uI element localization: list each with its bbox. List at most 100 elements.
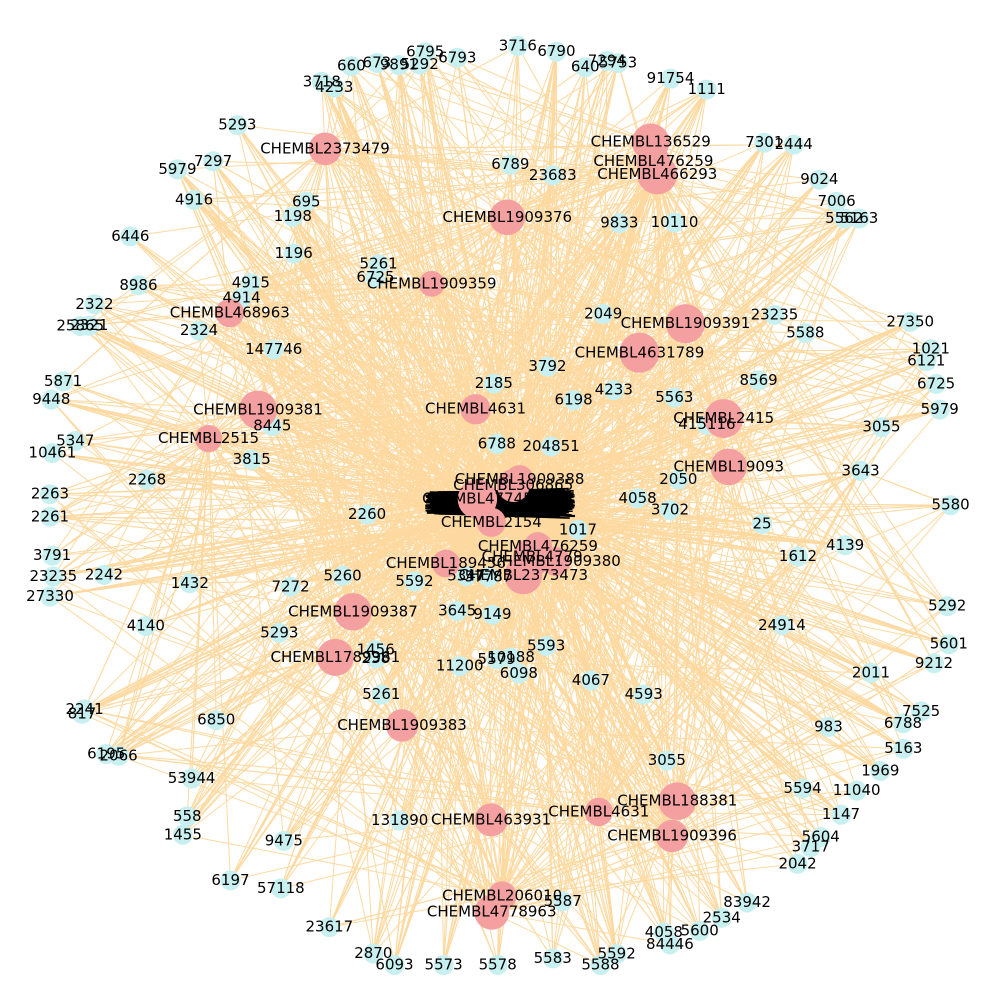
target-node[interactable] xyxy=(357,504,378,525)
target-node[interactable] xyxy=(627,488,648,509)
target-node[interactable] xyxy=(593,304,614,325)
target-node[interactable] xyxy=(937,596,958,617)
target-node[interactable] xyxy=(659,500,680,521)
target-node[interactable] xyxy=(42,442,63,463)
target-node[interactable] xyxy=(388,55,409,76)
compound-node[interactable] xyxy=(665,304,705,344)
compound-node[interactable] xyxy=(418,270,445,297)
compound-node[interactable] xyxy=(474,803,508,837)
target-node[interactable] xyxy=(668,469,689,490)
target-node[interactable] xyxy=(206,710,227,731)
target-node[interactable] xyxy=(871,417,892,438)
target-node[interactable] xyxy=(478,566,499,587)
target-node[interactable] xyxy=(938,634,959,655)
target-node[interactable] xyxy=(120,226,141,247)
compound-node[interactable] xyxy=(489,199,526,236)
target-node[interactable] xyxy=(870,760,891,781)
target-node[interactable] xyxy=(40,506,60,527)
compound-node[interactable] xyxy=(655,819,689,853)
target-node[interactable] xyxy=(74,699,95,720)
target-node[interactable] xyxy=(795,323,816,344)
target-node[interactable] xyxy=(363,943,384,964)
target-node[interactable] xyxy=(273,830,294,851)
target-node[interactable] xyxy=(834,208,855,229)
target-node[interactable] xyxy=(389,810,410,831)
target-node[interactable] xyxy=(263,339,284,360)
compound-node[interactable] xyxy=(658,782,697,821)
target-node[interactable] xyxy=(787,853,808,874)
target-node[interactable] xyxy=(653,922,674,943)
target-node[interactable] xyxy=(415,42,436,63)
compound-node[interactable] xyxy=(460,394,491,425)
target-node[interactable] xyxy=(172,824,193,845)
target-node[interactable] xyxy=(818,716,839,737)
target-node[interactable] xyxy=(240,273,261,294)
compound-node[interactable] xyxy=(308,132,342,166)
target-node[interactable] xyxy=(41,389,62,410)
target-node[interactable] xyxy=(296,191,317,212)
target-node[interactable] xyxy=(447,600,468,621)
target-node[interactable] xyxy=(916,351,937,372)
target-node[interactable] xyxy=(536,635,557,656)
target-node[interactable] xyxy=(711,907,732,928)
target-node[interactable] xyxy=(96,743,117,764)
target-node[interactable] xyxy=(181,768,202,789)
target-node[interactable] xyxy=(135,616,156,637)
target-node[interactable] xyxy=(835,535,856,556)
target-node[interactable] xyxy=(792,778,813,799)
compound-node[interactable] xyxy=(632,123,670,161)
compound-node[interactable] xyxy=(710,448,747,486)
target-node[interactable] xyxy=(42,545,63,566)
target-node[interactable] xyxy=(664,387,685,408)
compound-node[interactable] xyxy=(474,894,510,930)
target-node[interactable] xyxy=(482,604,503,625)
compound-node[interactable] xyxy=(334,593,372,631)
target-node[interactable] xyxy=(752,513,773,534)
target-node[interactable] xyxy=(384,955,405,975)
compound-node[interactable] xyxy=(619,332,660,373)
target-node[interactable] xyxy=(456,565,477,586)
target-node[interactable] xyxy=(433,955,454,975)
target-node[interactable] xyxy=(892,713,913,734)
target-node[interactable] xyxy=(128,275,149,296)
target-node[interactable] xyxy=(486,649,507,670)
target-node[interactable] xyxy=(563,390,584,411)
target-node[interactable] xyxy=(664,212,685,233)
target-node[interactable] xyxy=(754,132,775,153)
target-node[interactable] xyxy=(167,159,188,180)
target-node[interactable] xyxy=(826,191,847,212)
target-node[interactable] xyxy=(500,154,521,175)
compound-node[interactable] xyxy=(238,390,278,430)
target-node[interactable] xyxy=(404,571,425,592)
target-node[interactable] xyxy=(365,640,386,661)
target-node[interactable] xyxy=(371,684,392,705)
target-node[interactable] xyxy=(900,311,921,332)
target-node[interactable] xyxy=(93,564,114,585)
target-node[interactable] xyxy=(783,134,804,155)
target-node[interactable] xyxy=(177,806,198,827)
target-node[interactable] xyxy=(541,436,562,457)
compound-node[interactable] xyxy=(385,709,419,742)
target-node[interactable] xyxy=(546,41,567,62)
target-node[interactable] xyxy=(447,47,468,68)
target-node[interactable] xyxy=(53,371,74,392)
target-node[interactable] xyxy=(537,356,558,377)
target-node[interactable] xyxy=(449,656,470,677)
target-node[interactable] xyxy=(580,670,601,691)
target-node[interactable] xyxy=(656,750,677,771)
target-node[interactable] xyxy=(830,804,851,825)
target-node[interactable] xyxy=(542,948,563,969)
target-node[interactable] xyxy=(280,576,301,597)
target-node[interactable] xyxy=(507,36,528,57)
target-node[interactable] xyxy=(486,434,507,455)
target-node[interactable] xyxy=(849,208,870,229)
target-node[interactable] xyxy=(926,373,947,394)
target-node[interactable] xyxy=(137,469,158,490)
target-node[interactable] xyxy=(220,870,241,891)
target-node[interactable] xyxy=(603,380,624,401)
target-node[interactable] xyxy=(846,780,867,801)
target-node[interactable] xyxy=(283,243,304,264)
compound-node[interactable] xyxy=(432,549,460,578)
target-node[interactable] xyxy=(893,738,914,759)
target-node[interactable] xyxy=(923,653,944,674)
